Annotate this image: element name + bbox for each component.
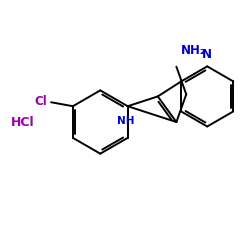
Text: N: N bbox=[202, 48, 212, 62]
Text: NH₂: NH₂ bbox=[181, 44, 206, 57]
Text: NH: NH bbox=[117, 116, 134, 126]
Text: HCl: HCl bbox=[11, 116, 35, 128]
Text: Cl: Cl bbox=[34, 95, 47, 108]
